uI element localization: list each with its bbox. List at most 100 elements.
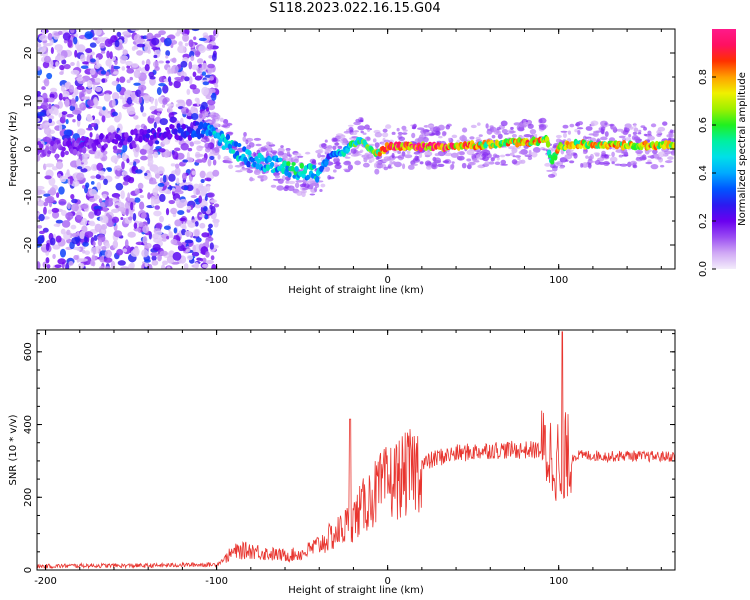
heatmap-cell — [193, 36, 197, 41]
heatmap-cell — [45, 163, 55, 168]
heatmap-cell — [319, 154, 326, 158]
heatmap-cell — [461, 162, 467, 169]
heatmap-cell — [309, 193, 316, 196]
heatmap-cell — [199, 113, 203, 119]
y-tick-label: 400 — [23, 415, 34, 434]
heatmap-cell — [127, 176, 135, 184]
heatmap-cell — [110, 133, 116, 140]
heatmap-cell — [230, 149, 236, 154]
heatmap-cell — [70, 224, 77, 230]
heatmap-cell — [86, 79, 93, 89]
heatmap-cell — [304, 151, 311, 155]
heatmap-cell — [177, 242, 182, 247]
heatmap-cell — [123, 103, 132, 108]
heatmap-cell — [173, 128, 178, 136]
heatmap-cell — [375, 160, 383, 164]
heatmap-cell — [103, 113, 112, 118]
heatmap-cell — [235, 170, 243, 173]
heatmap-cell — [202, 81, 210, 86]
heatmap-cell — [172, 187, 176, 192]
heatmap-cell — [404, 154, 413, 159]
heatmap-cell — [466, 164, 472, 170]
heatmap-cell — [209, 150, 216, 155]
heatmap-cell — [350, 132, 358, 136]
heatmap-cell — [636, 156, 640, 161]
heatmap-cell — [296, 190, 303, 196]
heatmap-cell — [180, 60, 188, 68]
heatmap-cell — [234, 150, 240, 157]
heatmap-cell — [222, 160, 231, 164]
heatmap-cell — [111, 80, 119, 86]
heatmap-cell — [396, 127, 400, 132]
heatmap-cell — [154, 33, 162, 38]
heatmap-cell — [494, 129, 501, 135]
heatmap-cell — [142, 225, 150, 234]
heatmap-cell — [221, 145, 226, 151]
heatmap-cell — [128, 263, 134, 269]
heatmap-cell — [538, 123, 545, 128]
heatmap-cell — [76, 172, 85, 181]
heatmap-cell — [71, 97, 76, 107]
heatmap-cell — [197, 64, 203, 68]
heatmap-cell — [186, 220, 193, 225]
heatmap-cell — [374, 142, 380, 148]
heatmap-cell — [170, 238, 178, 245]
heatmap-cell — [604, 162, 611, 165]
heatmap-cell — [110, 64, 115, 74]
heatmap-cell — [624, 137, 632, 142]
heatmap-cell — [60, 228, 66, 235]
heatmap-cell — [55, 153, 59, 161]
heatmap-cell — [628, 126, 634, 130]
heatmap-cell — [158, 82, 166, 87]
heatmap-cell — [670, 153, 675, 156]
heatmap-cell — [55, 161, 64, 170]
heatmap-cell — [671, 139, 675, 143]
heatmap-cell — [542, 148, 548, 151]
heatmap-cell — [134, 188, 140, 195]
heatmap-cell — [564, 154, 573, 160]
heatmap-cell — [589, 153, 594, 160]
heatmap-cell — [194, 220, 199, 227]
heatmap-cell — [168, 133, 173, 139]
heatmap-cell — [209, 204, 213, 210]
heatmap-cell — [99, 133, 104, 140]
heatmap-cell — [126, 68, 135, 74]
heatmap-cell — [442, 160, 449, 164]
heatmap-cell — [652, 149, 658, 155]
heatmap-cell — [112, 145, 118, 151]
heatmap-cell — [560, 130, 568, 133]
heatmap-cell — [37, 118, 41, 122]
heatmap-cell — [494, 161, 501, 165]
heatmap-cell — [48, 118, 53, 124]
heatmap-cell — [75, 214, 82, 223]
heatmap-cell — [280, 145, 284, 149]
heatmap-cell — [95, 105, 103, 110]
heatmap-cell — [133, 222, 138, 229]
heatmap-cell — [288, 180, 296, 185]
heatmap-cell — [151, 260, 159, 266]
heatmap-cell — [131, 46, 136, 51]
heatmap-cell — [68, 84, 75, 93]
heatmap-cell — [320, 143, 327, 148]
heatmap-cell — [37, 106, 42, 110]
heatmap-cell — [165, 208, 170, 216]
heatmap-cell — [165, 60, 170, 64]
heatmap-cell — [190, 55, 195, 62]
heatmap-cell — [290, 165, 295, 172]
heatmap-cell — [285, 165, 290, 173]
x-tick-label: -200 — [34, 275, 57, 286]
heatmap-cell — [127, 231, 136, 238]
heatmap-cell — [299, 162, 304, 169]
heatmap-cell — [590, 120, 599, 126]
heatmap-cell — [165, 50, 171, 57]
heatmap-cell — [478, 134, 483, 137]
heatmap-cell — [628, 133, 632, 138]
heatmap-cell — [62, 32, 71, 41]
heatmap-cell — [118, 111, 122, 121]
heatmap-cell — [119, 95, 124, 100]
heatmap-cell — [186, 205, 192, 210]
heatmap-cell — [166, 190, 172, 195]
heatmap-cell — [126, 79, 131, 84]
y-tick-label: 0 — [23, 567, 34, 573]
y-tick-label: 200 — [23, 488, 34, 507]
